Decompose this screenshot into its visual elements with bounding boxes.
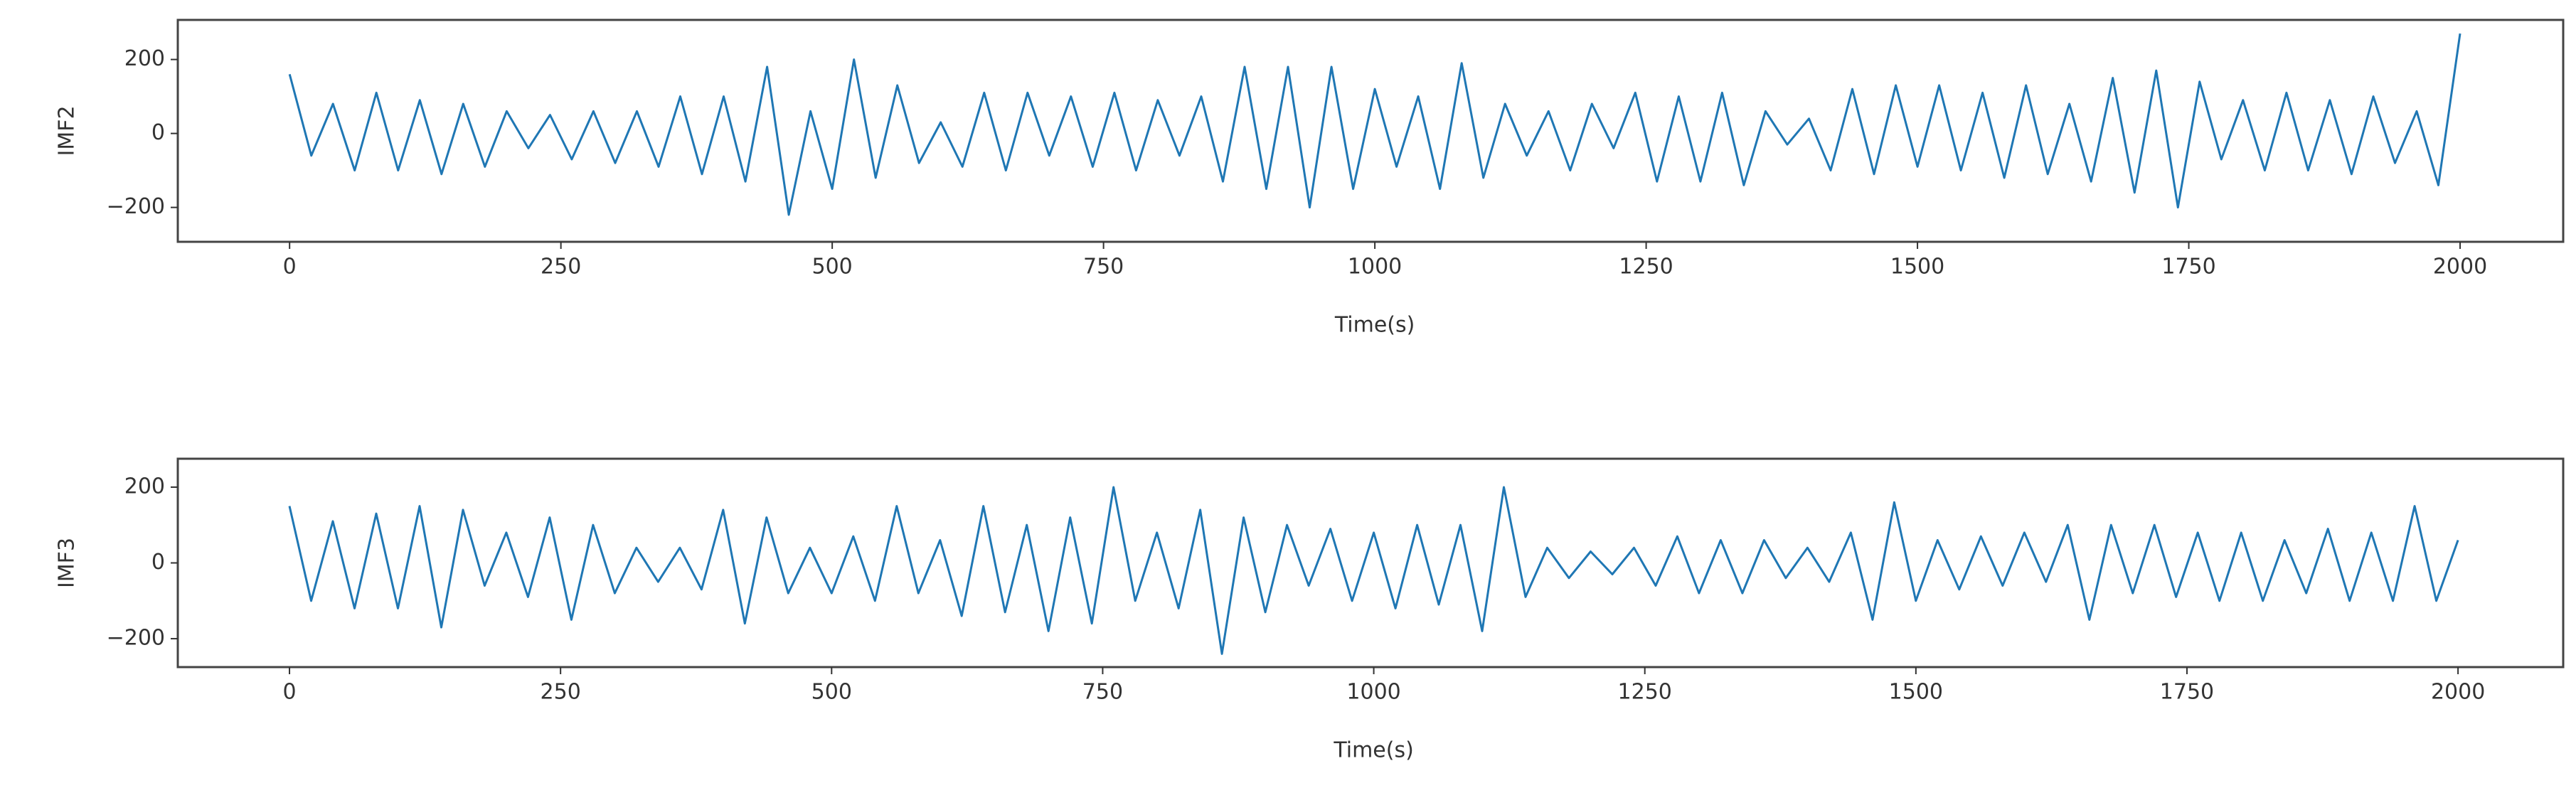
x-tick-label: 750	[1083, 255, 1124, 279]
x-tick-label: 1750	[2161, 255, 2215, 279]
y-axis-label: IMF3	[55, 538, 80, 588]
signal-line	[288, 486, 2459, 655]
y-tick-label: 200	[124, 474, 165, 499]
y-tick-label: 0	[151, 120, 165, 145]
y-tick-label: 0	[151, 550, 165, 575]
x-tick-label: 1250	[1618, 680, 1672, 705]
x-tick-label: 1000	[1348, 255, 1402, 279]
x-tick-label: 750	[1082, 680, 1123, 705]
x-axis-label: Time(s)	[1334, 313, 1415, 338]
x-axis-label: Time(s)	[1333, 738, 1413, 763]
x-tick-label: 250	[541, 680, 581, 705]
y-tick-label: −200	[107, 194, 165, 219]
axes-frame	[176, 457, 2565, 669]
y-axis-label: IMF2	[55, 105, 80, 156]
x-tick-label: 250	[541, 255, 581, 279]
signal-line	[288, 33, 2461, 216]
x-tick-label: 2000	[2433, 255, 2487, 279]
axes-frame	[176, 18, 2565, 243]
y-tick-label: −200	[107, 626, 165, 651]
x-tick-label: 0	[283, 255, 297, 279]
x-tick-label: 500	[811, 680, 852, 705]
x-tick-label: 1250	[1619, 255, 1673, 279]
x-tick-label: 1500	[1889, 680, 1943, 705]
x-tick-label: 0	[282, 680, 296, 705]
x-tick-label: 1000	[1346, 680, 1400, 705]
y-tick-label: 200	[124, 46, 165, 71]
x-tick-label: 1500	[1890, 255, 1944, 279]
x-tick-label: 2000	[2431, 680, 2485, 705]
x-tick-label: 1750	[2160, 680, 2214, 705]
x-tick-label: 500	[812, 255, 853, 279]
